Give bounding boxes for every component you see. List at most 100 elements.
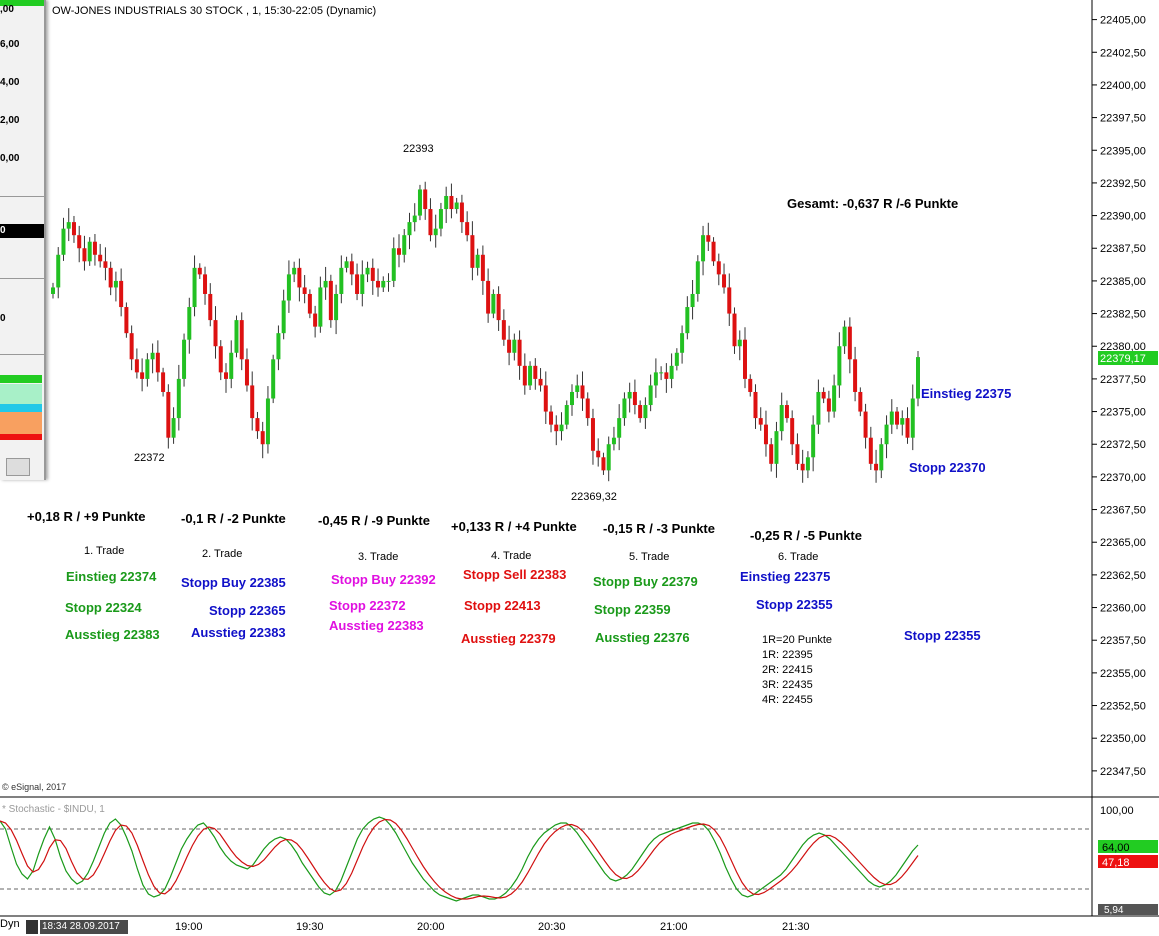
stochastic-title: * Stochastic - $INDU, 1 <box>2 804 105 815</box>
candle-up <box>475 254 480 268</box>
candle-down <box>895 411 900 425</box>
candle-up <box>910 398 915 438</box>
candle-up <box>690 293 695 308</box>
panel-red-swatch <box>0 434 42 440</box>
candle-up <box>66 222 71 229</box>
candle-down <box>664 372 669 379</box>
trade-3-line-3: Ausstieg 22383 <box>329 618 424 633</box>
candle-down <box>134 359 139 373</box>
trade-1-line-2: Stopp 22324 <box>65 600 142 615</box>
mode-icon[interactable] <box>26 920 38 934</box>
candle-down <box>307 293 312 314</box>
stoch-k-value: 64,00 <box>1102 842 1130 854</box>
candle-up <box>145 359 150 379</box>
candle-down <box>549 411 554 425</box>
candle-down <box>554 424 559 432</box>
panel-scroll-handle[interactable] <box>6 458 30 476</box>
candle-up <box>674 352 679 366</box>
candle-down <box>124 307 129 334</box>
candle-up <box>344 261 349 268</box>
candle-up <box>318 287 323 327</box>
candle-down <box>868 437 873 464</box>
copyright-note: © eSignal, 2017 <box>2 782 67 792</box>
candle-up <box>685 307 690 334</box>
candle-up <box>680 333 685 353</box>
price-tick-label: 22375,00 <box>1100 407 1146 419</box>
candle-up <box>276 333 281 360</box>
candle-down <box>161 372 166 392</box>
candle-down <box>706 235 711 242</box>
candle-up <box>365 267 370 275</box>
candle-down <box>543 385 548 412</box>
r-level-2: 1R: 22395 <box>762 649 813 661</box>
candle-up <box>386 280 391 282</box>
candle-down <box>585 398 590 419</box>
candle-down <box>743 339 747 379</box>
panel-divider-3 <box>0 354 44 355</box>
price-tick-label: 22360,00 <box>1100 603 1146 615</box>
candle-up <box>150 352 155 360</box>
trade-1-line-3: Ausstieg 22383 <box>65 627 160 642</box>
price-tick-label: 22387,50 <box>1100 243 1146 255</box>
price-tick-label: 22362,50 <box>1100 570 1146 582</box>
price-tick-label: 22367,50 <box>1100 505 1146 517</box>
candle-up <box>61 228 66 255</box>
price-tick-label: 22347,50 <box>1100 766 1146 778</box>
candle-down <box>203 274 208 294</box>
candle-up <box>229 352 234 379</box>
price-tick-label: 22385,00 <box>1100 276 1146 288</box>
candle-down <box>748 378 753 392</box>
candle-up <box>617 418 622 438</box>
candle-down <box>82 248 87 262</box>
dynamic-mode-label[interactable]: Dyn <box>0 918 20 930</box>
chart-title: OW-JONES INDUSTRIALS 30 STOCK , 1, 15:30… <box>52 5 377 17</box>
price-tick-label: 22370,00 <box>1100 472 1146 484</box>
price-axis[interactable]: 22405,00 22402,50 22400,00 22397,50 22395,00… <box>1092 15 1146 778</box>
candle-down <box>522 365 527 386</box>
candle-down <box>224 372 228 379</box>
r-levels-list: 1R=20 Punkte 1R: 22395 2R: 22415 3R: 224… <box>762 633 832 708</box>
candle-down <box>119 280 124 308</box>
total-result: Gesamt: -0,637 R /-6 Punkte <box>787 196 959 211</box>
candle-down <box>711 241 716 262</box>
candle-down <box>753 391 758 419</box>
candle-down <box>758 418 763 425</box>
candle-down <box>328 280 333 321</box>
stoch-min-value: 5,94 <box>1104 905 1124 916</box>
low-label-2: 22369,32 <box>571 491 617 503</box>
time-tick-2100: 21:00 <box>660 921 688 933</box>
panel-top-green-bar <box>0 0 44 6</box>
candle-down <box>580 385 585 399</box>
candle-up <box>187 307 192 340</box>
low-label-1: 22372 <box>134 452 165 464</box>
candle-down <box>480 254 485 281</box>
candle-up <box>407 222 412 236</box>
panel-mint-swatch <box>0 384 42 404</box>
candle-up <box>381 280 386 288</box>
time-tick-1930: 19:30 <box>296 921 324 933</box>
trade-4-line-2: Stopp 22413 <box>464 598 541 613</box>
candle-down <box>302 287 307 294</box>
candle-down <box>507 339 512 353</box>
candle-down <box>858 391 863 412</box>
candle-down <box>533 365 538 379</box>
candle-down <box>213 320 218 347</box>
candle-down <box>501 320 506 340</box>
candle-up <box>816 391 821 425</box>
candle-up <box>570 391 574 406</box>
candle-up <box>192 267 197 308</box>
candle-up <box>176 378 181 419</box>
candle-up <box>171 418 176 438</box>
stoch-k-line <box>0 816 919 902</box>
candle-up <box>653 372 658 386</box>
price-tick-label: 22350,00 <box>1100 733 1146 745</box>
trade-1-result: +0,18 R / +9 Punkte <box>27 509 146 524</box>
candle-down <box>313 313 318 327</box>
candle-up <box>811 424 816 458</box>
time-tick-2000: 20:00 <box>417 921 445 933</box>
stoch-d-badge <box>1098 855 1158 868</box>
left-side-panel[interactable]: ,00 6,00 4,00 2,00 0,00 0 0 <box>0 0 46 480</box>
trade-3-result: -0,45 R / -9 Punkte <box>318 513 430 528</box>
panel-orange-swatch <box>0 412 42 434</box>
